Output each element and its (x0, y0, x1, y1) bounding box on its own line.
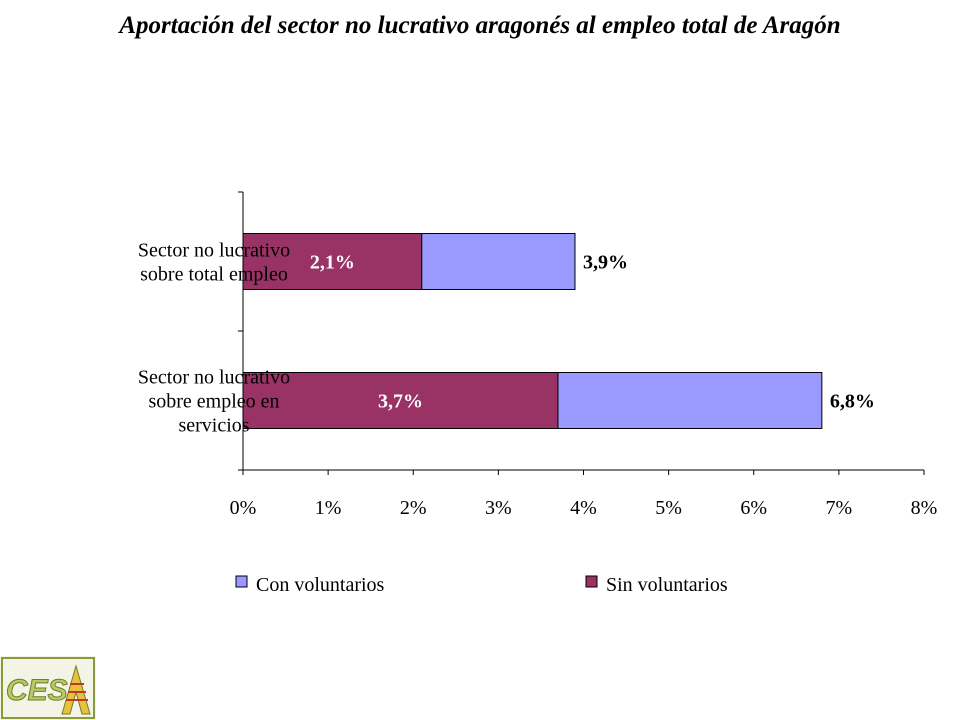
legend-swatch (235, 575, 248, 588)
legend-label: Con voluntarios (256, 574, 385, 596)
bar-data-label: 2,1% (310, 252, 355, 274)
bar-con-voluntarios (557, 372, 823, 429)
x-tick-label: 0% (230, 497, 257, 519)
category-label: Sector no lucrativo (138, 240, 290, 262)
bar-data-label: 3,7% (378, 391, 423, 413)
cesa-logo: CES (0, 656, 96, 720)
category-label: sobre empleo en (148, 391, 279, 413)
category-label: sobre total empleo (140, 264, 288, 286)
x-tick-label: 2% (400, 497, 427, 519)
x-tick-label: 6% (740, 497, 767, 519)
legend-label: Sin voluntarios (606, 574, 728, 596)
bar-total-label: 3,9% (583, 252, 628, 274)
bar-sin-voluntarios (242, 372, 559, 429)
legend-swatch (585, 575, 598, 588)
page-title: Aportación del sector no lucrativo arago… (119, 12, 841, 39)
x-tick-label: 4% (570, 497, 597, 519)
x-tick-label: 8% (911, 497, 938, 519)
x-tick-label: 3% (485, 497, 512, 519)
x-tick-label: 1% (315, 497, 342, 519)
bar-con-voluntarios (421, 233, 576, 290)
x-tick-label: 7% (826, 497, 853, 519)
svg-text:CES: CES (6, 674, 68, 707)
x-tick-label: 5% (655, 497, 682, 519)
category-label: Sector no lucrativo (138, 367, 290, 389)
category-label: servicios (178, 415, 249, 437)
bar-total-label: 6,8% (830, 391, 875, 413)
bar-sin-voluntarios (242, 233, 423, 290)
